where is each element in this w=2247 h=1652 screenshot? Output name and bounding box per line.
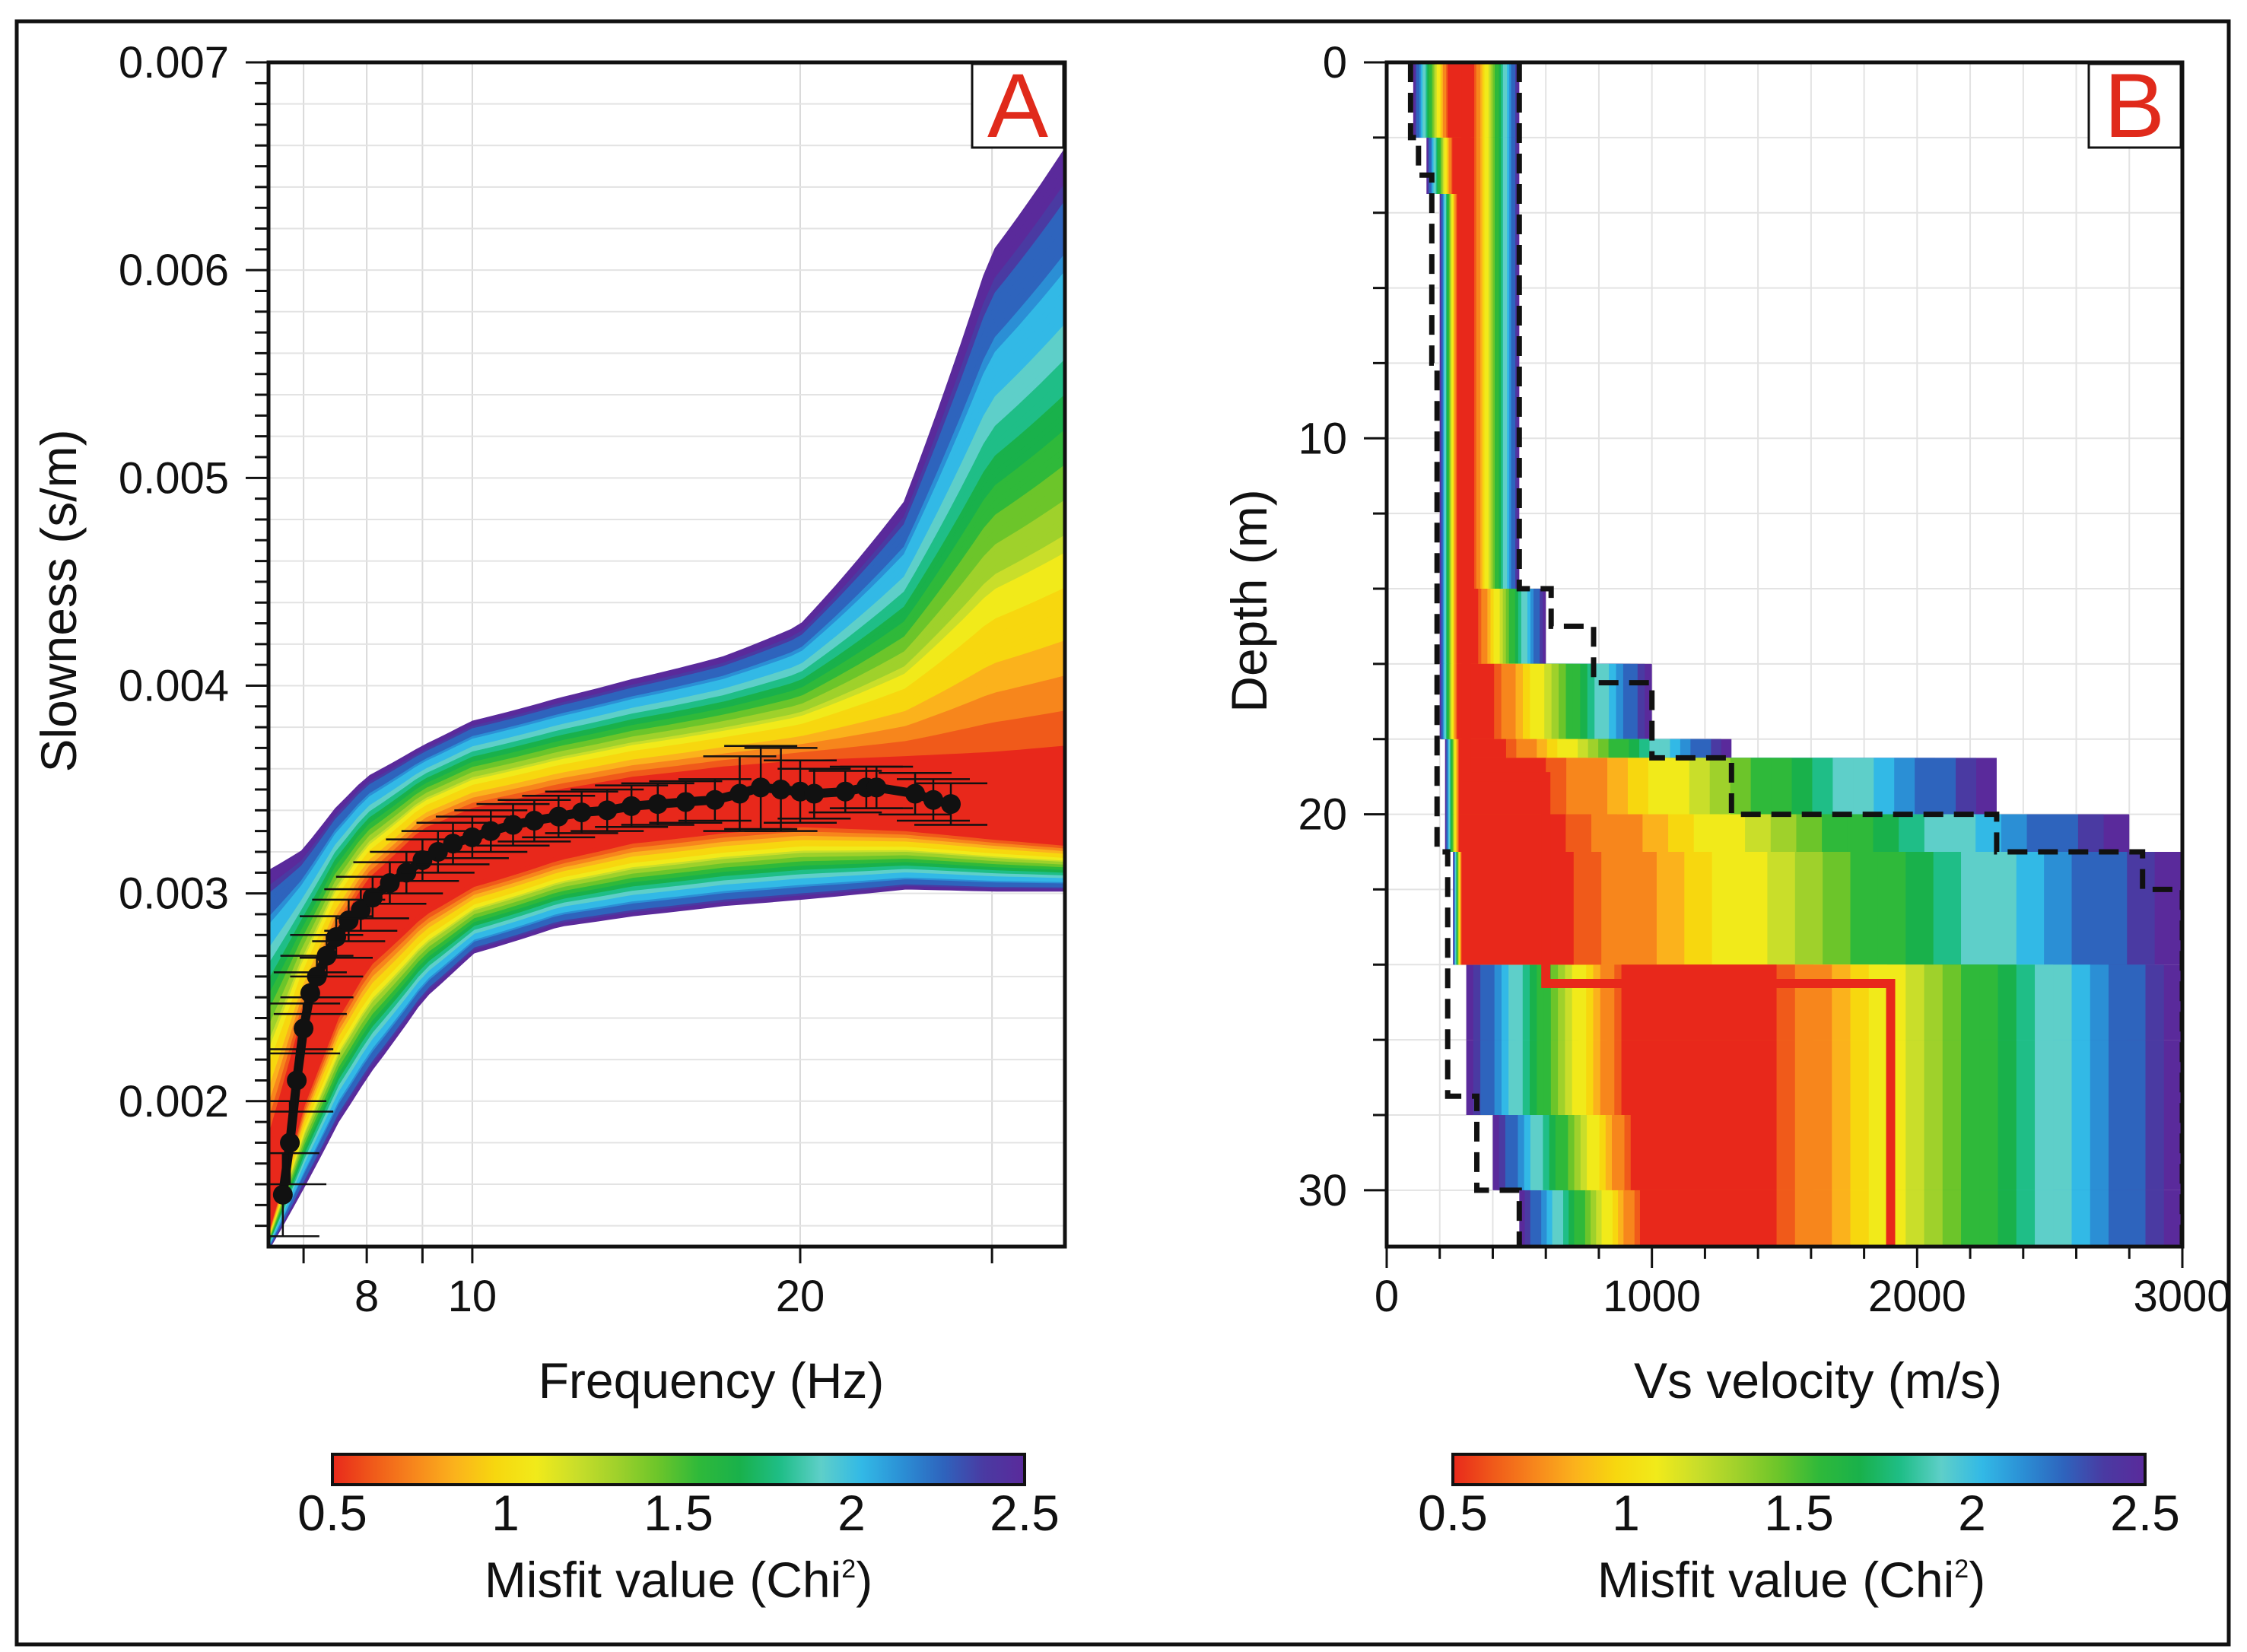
y-tick-label: 0.002 bbox=[119, 1077, 229, 1126]
observed-point bbox=[522, 794, 596, 839]
observed-point bbox=[269, 1100, 327, 1186]
panel-a-ensemble bbox=[269, 148, 1065, 1247]
colorbar-b: 0.5 1 1.5 2 2.5 Misfit value (Chi2) bbox=[1418, 1453, 2180, 1608]
observed-point bbox=[476, 802, 550, 847]
x-tick-label: 2000 bbox=[1868, 1272, 1966, 1321]
observed-point bbox=[896, 778, 970, 822]
observed-point bbox=[595, 784, 669, 828]
colorbar-a-ticks: 0.5 1 1.5 2 2.5 bbox=[297, 1485, 1060, 1541]
best-profile bbox=[1461, 62, 1896, 1247]
observed-point bbox=[401, 830, 475, 874]
panel-b-x-axis-title: Vs velocity (m/s) bbox=[1634, 1352, 2002, 1409]
panel-a-plot-border bbox=[266, 60, 1067, 1249]
x-tick-label: 8 bbox=[354, 1272, 379, 1321]
colorbar-tick-label: 1 bbox=[491, 1485, 520, 1541]
colorbar-b-label-main: Misfit value (Chi bbox=[1597, 1552, 1954, 1608]
observed-point bbox=[809, 770, 882, 814]
colorbar-tick-label: 2 bbox=[837, 1485, 866, 1541]
colorbar-tick-label: 1 bbox=[1612, 1485, 1640, 1541]
observed-point bbox=[269, 1002, 341, 1055]
colorbar-a-label-main: Misfit value (Chi bbox=[485, 1552, 841, 1608]
panel-b: 0 10 20 30 0 1000 2000 3000 B Vs velocity (m/s)… bbox=[1221, 38, 2232, 1409]
panel-b-ticks: 0 10 20 30 0 1000 2000 3000 bbox=[1298, 38, 2231, 1321]
observed-point bbox=[777, 767, 851, 820]
observed-point bbox=[269, 1152, 319, 1237]
panel-a-ticks: 0.002 0.003 0.004 0.005 0.006 0.007 8 10 20 bbox=[119, 38, 993, 1321]
x-tick-label: 0 bbox=[1375, 1272, 1399, 1321]
ensemble-layer bbox=[1639, 1190, 1777, 1247]
ensemble-layer bbox=[1621, 1040, 1777, 1115]
observed-point bbox=[416, 821, 490, 866]
panel-b-plot-border bbox=[1384, 60, 2185, 1249]
y-tick-label: 10 bbox=[1298, 414, 1347, 463]
colorbar-tick-label: 1.5 bbox=[1764, 1485, 1834, 1541]
x-tick-label: 1000 bbox=[1603, 1272, 1701, 1321]
colorbar-a-label-sup: 2 bbox=[841, 1555, 856, 1584]
y-tick-label: 0.003 bbox=[119, 869, 229, 919]
observed-point bbox=[703, 755, 777, 832]
panel-a-observed-series bbox=[269, 745, 988, 1237]
ensemble-layer bbox=[1458, 758, 1546, 815]
y-tick-label: 0 bbox=[1323, 38, 1347, 87]
colorbar-b-bar bbox=[1451, 1453, 2147, 1486]
panel-a-x-axis-title: Frequency (Hz) bbox=[539, 1352, 885, 1409]
colorbar-a-label: Misfit value (Chi2) bbox=[485, 1552, 872, 1608]
panel-b-y-axis-title: Depth (m) bbox=[1221, 489, 1277, 712]
x-tick-label: 3000 bbox=[2133, 1272, 2231, 1321]
observed-point bbox=[840, 765, 914, 809]
panel-a-y-axis-title: Slowness (s/m) bbox=[30, 429, 87, 772]
panel-b-letter-box: B bbox=[2087, 55, 2182, 157]
observed-point bbox=[545, 790, 618, 834]
panel-b-letter: B bbox=[2104, 55, 2165, 157]
colorbar-tick-label: 2 bbox=[1958, 1485, 1986, 1541]
colorbar-a: 0.5 1 1.5 2 2.5 Misfit value (Chi2) bbox=[297, 1453, 1060, 1608]
colorbar-tick-label: 2.5 bbox=[990, 1485, 1060, 1541]
panel-a-letter-box: A bbox=[971, 55, 1065, 157]
observed-point bbox=[621, 782, 694, 826]
colorbar-b-ticks: 0.5 1 1.5 2 2.5 bbox=[1418, 1485, 2180, 1541]
panel-a-letter: A bbox=[987, 55, 1048, 157]
colorbar-b-label-close: ) bbox=[1969, 1552, 1985, 1608]
observed-point bbox=[324, 888, 398, 932]
y-tick-label: 0.007 bbox=[119, 38, 229, 87]
x-tick-label: 10 bbox=[448, 1272, 497, 1321]
y-tick-label: 30 bbox=[1298, 1166, 1347, 1215]
observed-point bbox=[649, 780, 723, 824]
observed-point bbox=[744, 747, 818, 832]
observed-point bbox=[724, 745, 798, 831]
observed-point bbox=[269, 1048, 334, 1113]
colorbar-tick-label: 0.5 bbox=[297, 1485, 367, 1541]
colorbar-tick-label: 0.5 bbox=[1418, 1485, 1488, 1541]
x-tick-label: 20 bbox=[776, 1272, 825, 1321]
bound-profile bbox=[1516, 62, 2182, 1247]
colorbar-a-bar bbox=[331, 1453, 1026, 1486]
observed-point bbox=[570, 788, 644, 832]
panel-b-bound-profiles bbox=[1407, 62, 2182, 1247]
y-tick-label: 0.006 bbox=[119, 246, 229, 295]
y-tick-label: 20 bbox=[1298, 790, 1347, 840]
ensemble-layer bbox=[1630, 1115, 1777, 1190]
ensemble-layer bbox=[1461, 852, 1574, 965]
panel-a: 0.002 0.003 0.004 0.005 0.006 0.007 8 10 20 A Fr… bbox=[30, 38, 1067, 1409]
colorbar-tick-label: 2.5 bbox=[2110, 1485, 2180, 1541]
y-tick-label: 0.004 bbox=[119, 661, 229, 710]
ensemble-layer bbox=[1621, 964, 1777, 1040]
observed-point bbox=[763, 759, 837, 824]
colorbar-b-label-sup: 2 bbox=[1954, 1555, 1969, 1584]
colorbar-b-label: Misfit value (Chi2) bbox=[1597, 1552, 1985, 1608]
colorbar-a-label-close: ) bbox=[856, 1552, 872, 1608]
observed-point bbox=[914, 782, 988, 826]
colorbar-tick-label: 1.5 bbox=[644, 1485, 714, 1541]
y-tick-label: 0.005 bbox=[119, 453, 229, 503]
